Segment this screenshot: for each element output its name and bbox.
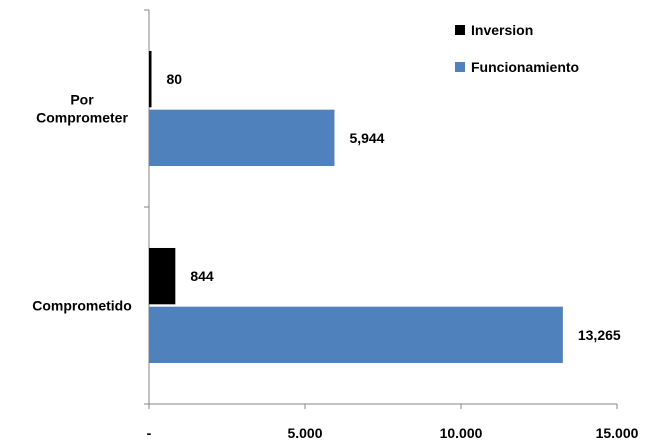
category-label: Comprometido bbox=[32, 298, 132, 314]
legend-swatch-funcionamiento bbox=[455, 62, 465, 72]
legend-swatch-inversion bbox=[455, 25, 465, 35]
category-label-line: Comprometer bbox=[36, 110, 128, 126]
x-tick-label: 15.000 bbox=[596, 425, 639, 441]
chart-labels: 80 5,944 Por Comprometer 844 13,265 Comprometi… bbox=[32, 71, 621, 343]
legend-label: Funcionamiento bbox=[471, 59, 579, 75]
data-label: 844 bbox=[190, 268, 214, 284]
data-label: 80 bbox=[166, 71, 182, 87]
category-label: Por Comprometer bbox=[36, 92, 128, 126]
data-label: 13,265 bbox=[578, 327, 621, 343]
x-tick-label: - bbox=[147, 425, 152, 441]
bar-funcionamiento bbox=[149, 109, 335, 167]
chart-legend: Inversion Funcionamiento bbox=[455, 22, 579, 75]
bar-funcionamiento bbox=[149, 306, 563, 364]
data-label: 5,944 bbox=[349, 130, 384, 146]
legend-label: Inversion bbox=[471, 22, 533, 38]
x-tick-label: 10.000 bbox=[440, 425, 483, 441]
category-label-line: Por bbox=[70, 92, 94, 108]
chart-axes: - 5.000 10.000 15.000 bbox=[144, 9, 639, 441]
chart-bars bbox=[149, 50, 563, 364]
bar-inversion bbox=[149, 247, 176, 305]
category-label-line: Comprometido bbox=[32, 298, 132, 314]
x-tick-label: 5.000 bbox=[287, 425, 322, 441]
bar-inversion bbox=[149, 50, 152, 108]
